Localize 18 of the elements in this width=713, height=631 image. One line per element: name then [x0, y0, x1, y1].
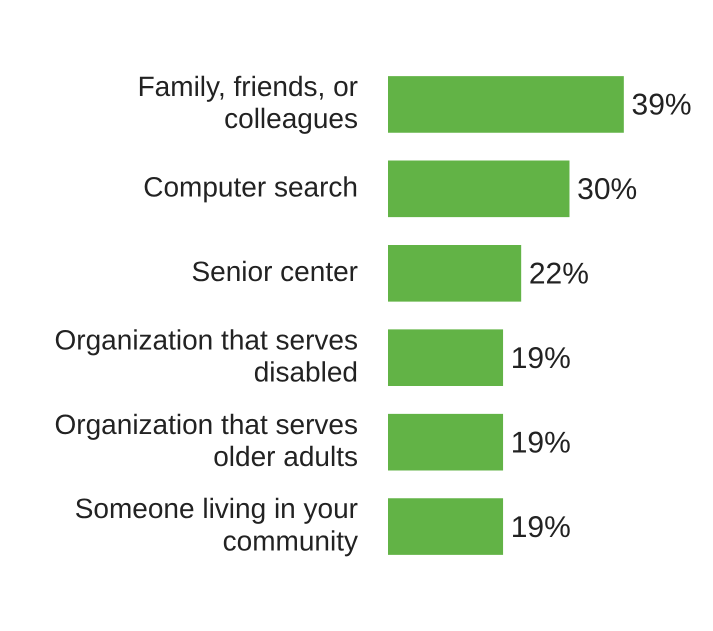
bar: [388, 76, 624, 133]
y-tick-label: Family, friends, or colleagues: [138, 71, 358, 134]
data-label: 19%: [510, 426, 571, 460]
data-label: 22%: [528, 258, 589, 291]
data-label: 30%: [577, 173, 638, 206]
bar: [388, 329, 504, 386]
bar: [388, 160, 570, 218]
bar: [388, 244, 522, 302]
data-label: 19%: [510, 510, 571, 544]
bar: [388, 414, 504, 470]
data-label: 19%: [510, 342, 571, 375]
y-tick-label: Senior center: [191, 256, 358, 287]
y-tick-label: Computer search: [143, 172, 358, 203]
y-tick-label: Organization that serves disabled: [54, 324, 358, 388]
bar: [388, 498, 504, 555]
y-tick-label: Organization that serves older adults: [54, 408, 358, 472]
data-label: 39%: [632, 88, 692, 122]
y-tick-label: Someone living in your community: [74, 493, 358, 556]
